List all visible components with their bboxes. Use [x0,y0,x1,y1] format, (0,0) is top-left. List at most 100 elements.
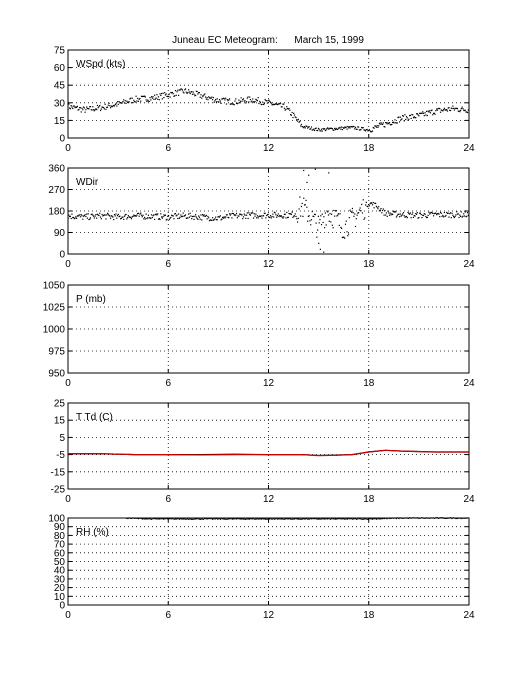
data-point [243,100,245,102]
data-point [304,204,306,206]
data-point [237,215,239,217]
data-point [198,216,201,218]
data-point [413,116,415,118]
data-point [288,212,290,215]
data-point [273,103,275,105]
data-point [239,100,241,102]
data-point [269,216,271,219]
data-point [442,214,444,217]
data-point [449,109,451,111]
data-point [186,518,189,520]
data-point [251,518,253,520]
data-point [184,214,186,217]
data-point [329,213,331,215]
data-point [409,213,411,215]
data-point [163,518,165,520]
data-point [194,94,197,96]
data-point [205,518,207,520]
data-point [334,210,337,212]
data-point [111,215,113,217]
data-point [189,518,191,520]
panel-label: WDir [76,177,99,188]
data-point [120,102,123,104]
data-point [100,108,102,110]
data-point [87,213,89,215]
data-point [183,92,185,94]
y-tick-label: 270 [48,185,65,196]
y-tick-label: -5 [56,450,65,461]
data-point [290,114,292,116]
data-point [205,98,208,100]
data-point [231,217,233,219]
data-point [198,215,200,217]
data-point [191,215,194,218]
y-tick-label: -15 [51,467,66,478]
data-point [396,215,398,217]
data-point [241,100,243,102]
data-point [242,216,245,218]
data-point [194,95,196,97]
data-point [170,518,173,520]
data-point [399,213,401,215]
data-point [136,517,138,519]
data-point [292,116,294,119]
data-point [146,217,148,220]
data-point [136,214,138,216]
data-point [463,213,465,215]
data-point [326,518,329,520]
data-point [215,101,218,103]
data-point [92,215,95,217]
data-point [324,212,326,214]
data-point [338,517,341,520]
data-point [317,127,320,130]
data-point [385,517,387,519]
data-point [458,216,460,219]
data-point [439,211,442,213]
data-point [250,518,252,520]
data-point [198,92,201,94]
data-point [96,104,99,107]
data-point [463,517,465,519]
data-point [364,130,367,132]
data-point [429,213,431,215]
data-point [153,98,155,100]
data-point [332,129,334,131]
data-point [395,122,397,124]
data-point [260,518,263,520]
data-point [430,211,432,213]
data-point [384,126,386,128]
data-point [242,98,245,100]
data-point [334,518,337,520]
data-point [443,211,445,214]
data-point [264,518,267,520]
data-point [202,215,204,217]
data-point [402,213,404,215]
data-point [152,96,154,98]
data-point [79,106,81,109]
data-point [346,231,348,233]
data-point [277,103,279,105]
y-tick-label: 25 [54,399,66,410]
data-point [188,91,191,93]
data-point [125,517,128,519]
data-point [157,213,159,215]
data-point [406,117,408,119]
data-point [239,213,241,215]
data-point [303,518,305,520]
x-tick-label: 0 [65,610,71,621]
data-point [375,205,377,207]
y-tick-label: 15 [54,116,66,127]
data-point [372,201,374,204]
data-point [222,216,224,218]
data-point [147,100,150,102]
data-point [385,121,387,124]
data-point [286,216,289,219]
data-point [373,127,375,129]
data-point [289,518,292,520]
data-point [283,518,285,521]
data-point [278,518,280,520]
data-point [456,211,458,213]
data-point [122,100,124,103]
data-point [233,104,235,106]
data-point [298,121,300,123]
